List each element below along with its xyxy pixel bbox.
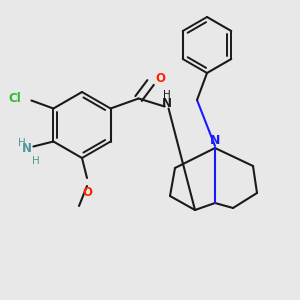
- Text: N: N: [162, 97, 172, 110]
- Text: N: N: [210, 134, 220, 146]
- Text: H: H: [18, 139, 26, 148]
- Text: O: O: [156, 72, 166, 85]
- Text: H: H: [32, 157, 39, 166]
- Text: H: H: [163, 89, 170, 100]
- Text: Cl: Cl: [9, 92, 21, 105]
- Text: N: N: [21, 142, 32, 155]
- Text: O: O: [82, 186, 92, 199]
